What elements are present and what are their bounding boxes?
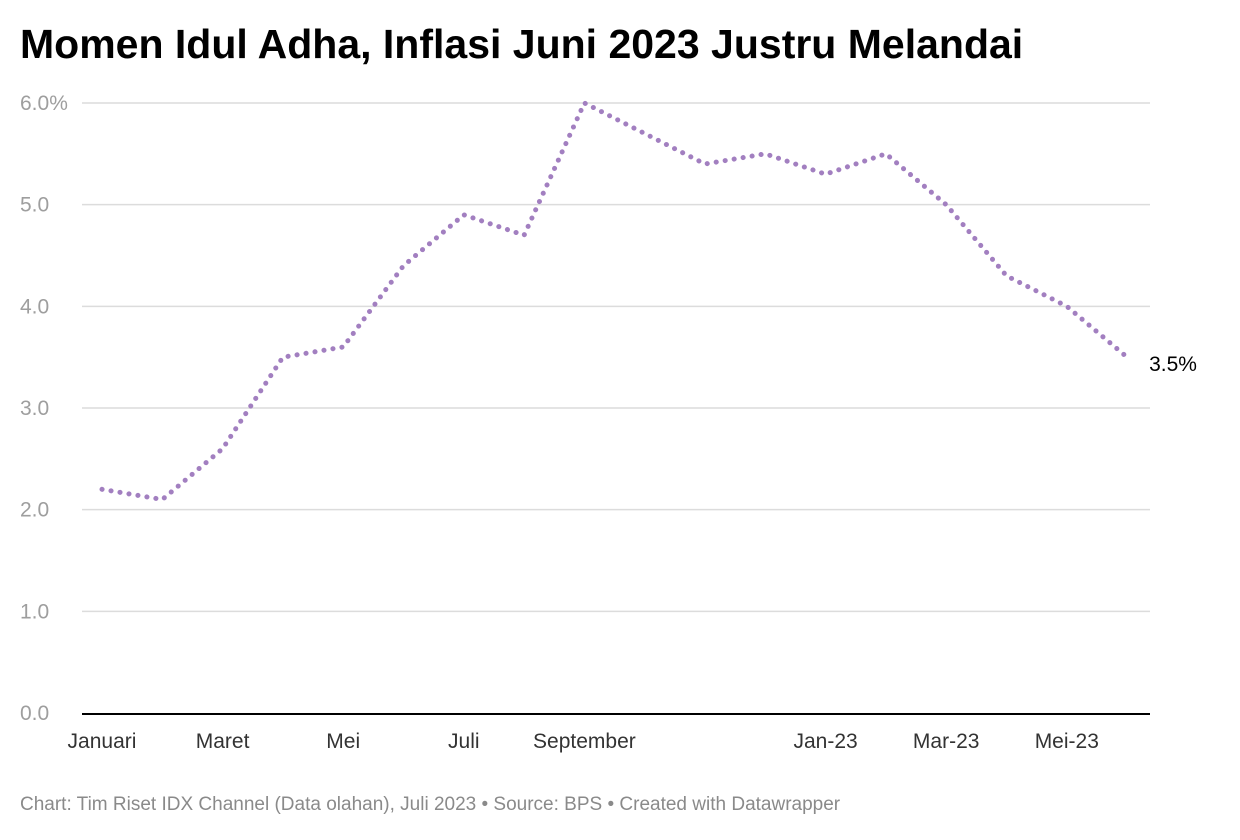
x-tick-label: Maret [196,730,250,753]
y-tick-label: 1.0 [20,600,49,623]
data-labels: 3.5% [1149,353,1197,376]
x-tick-label: Mar-23 [913,730,980,753]
line-chart: 0.0 1.0 2.0 3.0 4.0 5.0 6.0% Januari Maret Mei Ju… [20,92,1197,753]
y-tick-label: 6.0% [20,92,68,115]
x-tick-label: Juli [448,730,480,753]
chart-title: Momen Idul Adha, Inflasi Juni 2023 Justr… [20,21,1024,67]
y-tick-label: 4.0 [20,295,49,318]
y-axis: 0.0 1.0 2.0 3.0 4.0 5.0 6.0% [20,92,68,725]
x-tick-label: Januari [68,730,137,753]
x-tick-labels: Januari Maret Mei Juli September Jan-23 Mar-23… [68,730,1099,753]
series-line-0 [99,100,1130,502]
end-value-label: 3.5% [1149,353,1197,376]
x-tick-label: Mei-23 [1035,730,1099,753]
y-tick-label: 3.0 [20,397,49,420]
y-tick-label: 2.0 [20,499,49,522]
y-tick-label: 5.0 [20,194,49,217]
y-tick-label: 0.0 [20,702,49,725]
x-tick-label: Mei [326,730,360,753]
x-tick-label: Jan-23 [793,730,857,753]
chart-footer: Chart: Tim Riset IDX Channel (Data olaha… [20,794,841,815]
gridlines [82,102,1150,613]
series-lines [99,100,1130,502]
x-tick-label: September [533,730,636,753]
